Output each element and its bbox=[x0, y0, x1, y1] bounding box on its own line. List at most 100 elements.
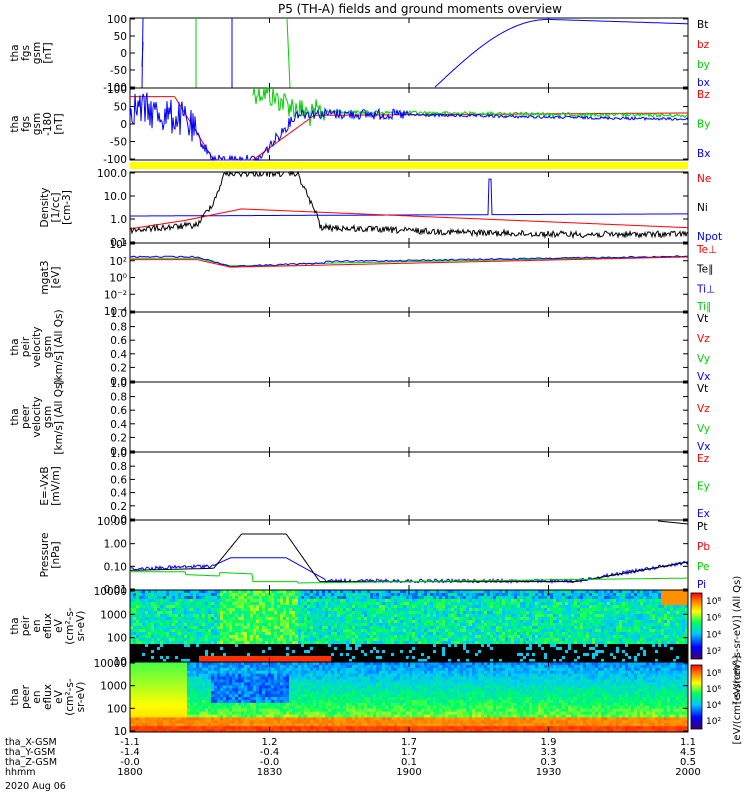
y-tick-label: 10⁴ bbox=[109, 239, 127, 251]
y-tick-label: 0.6 bbox=[110, 405, 127, 417]
panel-frame bbox=[129, 451, 689, 521]
legend-ey: Ey bbox=[697, 481, 710, 493]
legend-vt: Vt bbox=[697, 313, 708, 325]
y-axis-label: [mV/m] bbox=[50, 466, 62, 505]
y-tick-label: 0.01 bbox=[104, 584, 127, 596]
colorbar-tick-label: 10⁴ bbox=[706, 630, 721, 640]
series-te-perp bbox=[130, 256, 688, 268]
y-tick-label: 1.0 bbox=[110, 214, 127, 226]
series-ni bbox=[129, 170, 689, 240]
panel-density: 100.0 10.0 1.0 0.1 Density [1/cc] [cm-3] Ne Ni Np… bbox=[39, 168, 722, 249]
panel-frame bbox=[129, 17, 689, 89]
y-tick-label: 1.0 bbox=[110, 378, 127, 390]
panel-frame bbox=[129, 381, 689, 453]
y-axis-label: peer bbox=[20, 684, 32, 709]
y-axis-label: eflux bbox=[42, 613, 54, 639]
series-bz bbox=[130, 96, 689, 161]
panel-frame bbox=[129, 311, 689, 383]
legend-ez: Ez bbox=[697, 453, 710, 465]
series-pe bbox=[130, 571, 688, 584]
legend-ne: Ne bbox=[697, 173, 711, 185]
date-label: 2020 Aug 06 bbox=[5, 781, 66, 792]
y-tick-label: 100.0 bbox=[97, 168, 127, 180]
colorbar-tick-label: 10⁶ bbox=[706, 685, 721, 695]
y-tick-label: 10 bbox=[114, 726, 127, 738]
legend-pt: Pt bbox=[697, 521, 707, 533]
legend-ni: Ni bbox=[697, 202, 708, 214]
legend-ti⊥: Ti⊥ bbox=[696, 283, 715, 295]
legend-pe: Pe bbox=[697, 561, 709, 573]
series-bt bbox=[434, 18, 689, 88]
panel-fgs_dsl: 100 50 0 -50 -100 tha fgs gsm -180 [nT] Bz By Bx bbox=[9, 84, 710, 166]
x-tick-label: 1.7 bbox=[401, 737, 417, 748]
y-axis-label: en bbox=[31, 690, 43, 703]
colorbar-tick-label: 10⁸ bbox=[706, 669, 721, 679]
y-axis-label: peir bbox=[20, 615, 32, 636]
y-tick-label: 0.8 bbox=[110, 322, 127, 334]
y-axis-label: gsm bbox=[31, 42, 43, 64]
series-by bbox=[252, 87, 689, 127]
x-row-label: tha_X-GSM bbox=[5, 737, 57, 748]
y-tick-label: 0.0 bbox=[110, 376, 127, 388]
legend-bx: bx bbox=[697, 77, 710, 89]
y-axis-label: eV bbox=[53, 689, 65, 703]
x-tick-label: 1800 bbox=[117, 767, 142, 778]
y-axis-label: eV bbox=[53, 618, 65, 632]
x-tick-label: -1.4 bbox=[120, 747, 140, 758]
y-axis-label: [1/cc] bbox=[50, 193, 62, 223]
panel-peer_vel: 1.0 0.80.6 0.40.2 0.0 tha peer velocity gsm [km/… bbox=[9, 378, 710, 458]
y-axis-label: fgs bbox=[20, 45, 32, 61]
panel-frame bbox=[129, 87, 689, 161]
series-ti-par bbox=[130, 256, 688, 267]
y-axis-label: tha bbox=[9, 617, 21, 634]
y-tick-label: 0.6 bbox=[110, 335, 127, 347]
y-axis-label: mgat3 bbox=[39, 260, 51, 294]
panel-temp: 10⁴ 10² 10⁰ 10⁻² 10⁻⁴ mgat3 [eV] Te⊥ Te∥ Ti⊥ Ti∥ bbox=[39, 239, 717, 318]
colorbar-tick-label: 10² bbox=[706, 717, 721, 727]
y-axis-label: tha bbox=[9, 44, 21, 61]
legend-ex: Ex bbox=[697, 508, 710, 520]
legend-by: By bbox=[697, 118, 710, 130]
y-tick-label: 10000 bbox=[94, 586, 127, 598]
series-by bbox=[286, 17, 291, 89]
y-tick-label: 0.4 bbox=[110, 419, 127, 431]
x-tick-label: 1.9 bbox=[541, 737, 557, 748]
legend-vx: Vx bbox=[697, 371, 710, 383]
legend-bx: Bx bbox=[697, 148, 710, 160]
y-tick-label: 100 bbox=[107, 84, 127, 96]
y-tick-label: 50 bbox=[114, 31, 127, 43]
y-tick-label: 0.2 bbox=[110, 501, 127, 513]
legend-te∥: Te∥ bbox=[696, 264, 713, 276]
y-axis-label: Pressure bbox=[39, 533, 51, 578]
colorbar-tick-label: 10⁴ bbox=[706, 701, 721, 711]
y-tick-label: 1.0 bbox=[110, 308, 127, 320]
x-tick-label: -1.1 bbox=[120, 737, 140, 748]
y-tick-label: 0.10 bbox=[104, 561, 127, 573]
legend-ti∥: Ti∥ bbox=[696, 301, 711, 313]
x-tick-label: 0.1 bbox=[401, 757, 417, 768]
colorbar-tick-label: 10⁸ bbox=[706, 597, 721, 607]
legend-by: by bbox=[697, 59, 710, 71]
legend-vt: Vt bbox=[697, 383, 708, 395]
y-axis-label: en bbox=[31, 619, 43, 632]
y-axis-label: tha bbox=[9, 688, 21, 705]
y-axis-label: tha bbox=[9, 115, 21, 132]
y-axis-label: (cm²-s- bbox=[64, 607, 76, 645]
colorbar-label: [eV/(cm²-s-sr-eV)] (All Qs) bbox=[732, 576, 743, 705]
y-axis-label: eflux bbox=[42, 684, 54, 710]
y-tick-label: 1.00 bbox=[104, 539, 127, 551]
y-tick-label: -50 bbox=[110, 65, 127, 77]
y-tick-label: 0.0 bbox=[110, 514, 127, 526]
legend-vx: Vx bbox=[697, 441, 710, 453]
y-tick-label: 0 bbox=[120, 119, 127, 131]
series-bx bbox=[129, 92, 689, 162]
y-tick-label: 0.2 bbox=[110, 432, 127, 444]
x-tick-label: 4.5 bbox=[680, 747, 696, 758]
y-tick-label: 0.0 bbox=[110, 446, 127, 458]
y-tick-label: 10 bbox=[114, 656, 127, 668]
y-axis-label: tha bbox=[9, 338, 21, 355]
y-tick-label: -100 bbox=[103, 154, 127, 166]
x-row-label: tha_Z-GSM bbox=[5, 757, 57, 768]
